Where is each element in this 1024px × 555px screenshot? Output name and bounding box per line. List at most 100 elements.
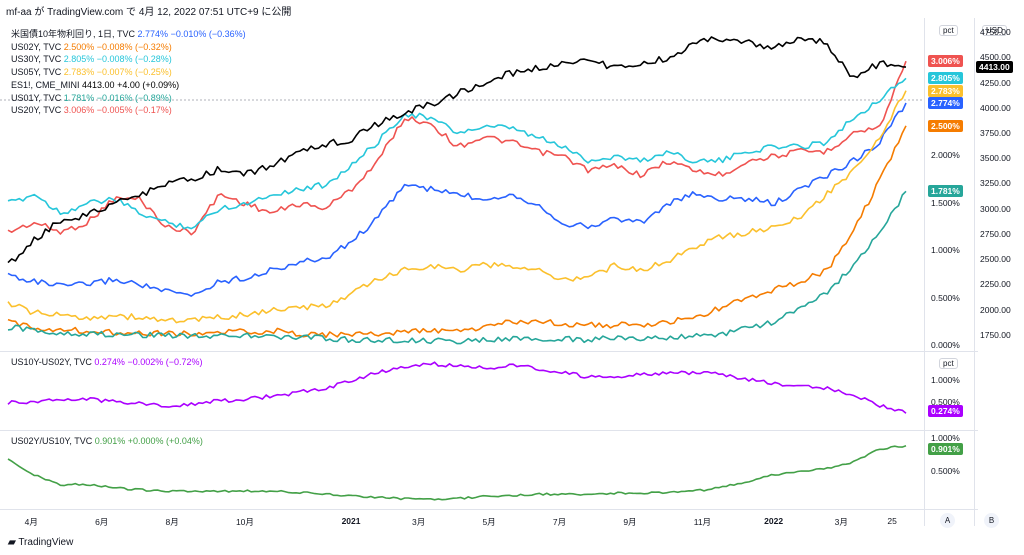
usd-tick-label: 4500.00 — [980, 52, 1011, 63]
legend-series-name: US30Y, TVC — [11, 54, 64, 65]
tv-logo-icon: ▰ — [8, 537, 16, 548]
main-pane-series — [7, 36, 907, 345]
log-scale-button[interactable]: B — [984, 513, 999, 528]
pane-separator-spread[interactable] — [0, 351, 978, 352]
pct-tick-label: 0.500% — [931, 292, 960, 303]
ratio-pane-series — [7, 444, 907, 501]
time-tick-label: 6月 — [95, 517, 109, 527]
usd-tick-label: 1750.00 — [980, 329, 1011, 340]
time-tick-label: 4月 — [24, 517, 38, 527]
usd-tick-label: 2750.00 — [980, 228, 1011, 239]
pct-tick-label: 1.500% — [931, 197, 960, 208]
legend-series-value: 2.805% — [63, 54, 97, 65]
pct-tick-label: 0.000% — [931, 340, 960, 350]
series-line-us10y[interactable] — [7, 102, 907, 297]
ratio-legend-name: US02Y/US10Y, TVC — [11, 436, 93, 446]
time-tick-label: 7月 — [552, 517, 567, 527]
price-tag: 2.774% — [928, 96, 963, 109]
ratio-tick-label: 0.500% — [931, 465, 960, 476]
series-line-us05y[interactable] — [7, 90, 907, 324]
legend-series-change: −0.016% (−0.89%) — [96, 92, 172, 103]
ratio-legend-change: +0.000% (+0.04%) — [127, 436, 203, 446]
pct-tick-label: 1.000% — [931, 245, 960, 256]
legend-series-change: −0.007% (−0.25%) — [96, 67, 172, 78]
legend-series-value: 2.783% — [63, 67, 97, 78]
price-tag: 2.805% — [928, 72, 963, 85]
usd-axis-divider — [974, 18, 975, 526]
usd-tick-label: 3000.00 — [980, 203, 1011, 214]
legend-series-name: US05Y, TVC — [11, 67, 64, 78]
usd-tick-label: 2250.00 — [980, 279, 1011, 290]
series-line-us10y-us02y[interactable] — [7, 361, 907, 414]
pct-unit-label[interactable]: pct — [939, 25, 958, 36]
pane-separator-ratio[interactable] — [0, 430, 978, 431]
time-tick-label: 8月 — [165, 517, 179, 527]
price-tag: 3.006% — [928, 55, 963, 68]
time-tick-label: 2021 — [341, 516, 361, 526]
spread-tick-label: 1.000% — [931, 375, 960, 386]
price-tag: 1.781% — [928, 185, 963, 198]
legend-series-name: US01Y, TVC — [11, 92, 64, 103]
time-axis-separator — [0, 509, 978, 510]
legend-series-change: +4.00 (+0.09%) — [117, 79, 180, 90]
legend-row: 米国債10年物利回り, 1日, TVC 2.774% −0.010% (−0.3… — [11, 28, 246, 40]
usd-tick-label: 2000.00 — [980, 304, 1011, 315]
ratio-legend: US02Y/US10Y, TVC 0.901% +0.000% (+0.04%) — [11, 435, 203, 447]
series-line-us02y-us10y[interactable] — [7, 444, 907, 501]
legend-series-name: 米国債10年物利回り, 1日, TVC — [11, 29, 138, 39]
time-tick-label: 5月 — [482, 517, 496, 527]
legend-series-change: −0.010% (−0.36%) — [170, 29, 246, 39]
tradingview-logo: ▰ TradingView — [8, 537, 73, 548]
spread-unit-label[interactable]: pct — [939, 358, 958, 369]
spread-legend-change: −0.002% (−0.72%) — [127, 357, 203, 367]
spread-legend-value: 0.274% — [94, 357, 125, 367]
series-line-us02y[interactable] — [7, 125, 907, 339]
usd-tick-label: 2500.00 — [980, 254, 1011, 265]
ratio-tick-label: 1.000% — [931, 433, 960, 444]
spread-legend-name: US10Y-US02Y, TVC — [11, 357, 92, 367]
ratio-legend-value: 0.901% — [94, 436, 126, 446]
legend-series-name: US20Y, TVC — [11, 105, 64, 116]
pct-axis-divider — [924, 18, 925, 526]
pct-tick-label: 2.000% — [931, 150, 960, 161]
footer-brand: TradingView — [18, 537, 74, 548]
price-tag: 2.783% — [928, 84, 963, 97]
legend-series-name: ES1!, CME_MINI — [11, 79, 83, 90]
time-tick-label: 10月 — [235, 517, 254, 527]
series-line-us30y[interactable] — [7, 77, 907, 230]
legend-row: US05Y, TVC 2.783% −0.007% (−0.25%) — [11, 66, 172, 78]
legend-series-change: −0.008% (−0.32%) — [96, 41, 172, 52]
series-line-us01y[interactable] — [7, 190, 907, 345]
usd-unit-label[interactable]: USD — [982, 25, 1007, 36]
legend-series-value: 2.500% — [63, 41, 97, 52]
spread-legend: US10Y-US02Y, TVC 0.274% −0.002% (−0.72%) — [11, 356, 203, 368]
series-line-es1-[interactable] — [7, 36, 907, 264]
legend-series-value: 3.006% — [63, 105, 97, 116]
auto-scale-button[interactable]: A — [940, 513, 955, 528]
publish-header: mf-aa が TradingView.com で 4月 12, 2022 07… — [6, 7, 292, 18]
price-tag: 4413.00 — [976, 61, 1013, 74]
legend-series-change: −0.008% (−0.28%) — [96, 54, 172, 65]
time-tick-label: 9月 — [623, 517, 637, 527]
legend-series-value: 1.781% — [63, 92, 97, 103]
ratio-price-tag: 0.901% — [928, 443, 963, 455]
legend-series-value: 2.774% — [137, 29, 171, 39]
legend-row: ES1!, CME_MINI 4413.00 +4.00 (+0.09%) — [11, 79, 179, 91]
legend-row: US30Y, TVC 2.805% −0.008% (−0.28%) — [11, 53, 172, 65]
spread-pane-series — [7, 361, 907, 414]
usd-tick-label: 4250.00 — [980, 77, 1011, 88]
time-tick-label: 25 — [887, 516, 897, 526]
legend-row: US02Y, TVC 2.500% −0.008% (−0.32%) — [11, 41, 172, 53]
legend-row: US20Y, TVC 3.006% −0.005% (−0.17%) — [11, 104, 172, 116]
spread-tick-label: 0.500% — [931, 397, 960, 408]
usd-tick-label: 4000.00 — [980, 102, 1011, 113]
time-tick-label: 11月 — [693, 517, 712, 527]
legend-series-value: 4413.00 — [82, 79, 118, 90]
time-tick-label: 3月 — [834, 517, 848, 527]
legend-row: US01Y, TVC 1.781% −0.016% (−0.89%) — [11, 92, 172, 104]
usd-tick-label: 3500.00 — [980, 153, 1011, 164]
price-tag: 2.500% — [928, 119, 963, 132]
legend-series-name: US02Y, TVC — [11, 41, 64, 52]
time-tick-label: 3月 — [412, 517, 426, 527]
